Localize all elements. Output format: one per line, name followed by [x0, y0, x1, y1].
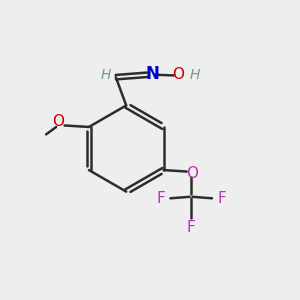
Text: F: F — [156, 191, 165, 206]
Text: F: F — [218, 191, 226, 206]
Text: N: N — [145, 65, 159, 83]
Text: F: F — [187, 220, 196, 235]
Text: O: O — [52, 114, 64, 129]
Text: O: O — [186, 166, 198, 181]
Text: H: H — [100, 68, 111, 82]
Text: H: H — [190, 68, 200, 82]
Text: O: O — [172, 67, 184, 82]
